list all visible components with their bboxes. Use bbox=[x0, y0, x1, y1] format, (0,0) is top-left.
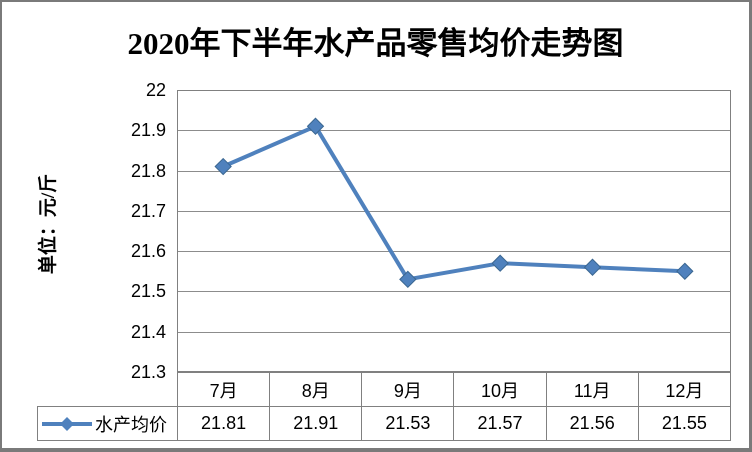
y-axis-tick-label: 22 bbox=[145, 80, 166, 100]
table-header-row: 7月 8月 9月 10月 11月 12月 bbox=[38, 372, 732, 407]
month-header-cell: 9月 bbox=[361, 372, 455, 407]
month-header-cell: 10月 bbox=[453, 372, 547, 407]
y-axis-tick-label: 21.9 bbox=[130, 120, 166, 141]
y-axis-tick-label: 21.3 bbox=[130, 362, 166, 382]
data-point-marker bbox=[306, 117, 325, 135]
value-cell: 21.56 bbox=[545, 406, 639, 441]
line-marker-legend-icon bbox=[41, 416, 93, 432]
table-corner-spacer bbox=[38, 373, 178, 407]
value-cell: 21.53 bbox=[361, 406, 455, 441]
y-axis-tick-label: 21.5 bbox=[130, 281, 166, 302]
month-header-cell: 7月 bbox=[176, 372, 271, 407]
month-header-cell: 11月 bbox=[545, 372, 639, 407]
value-cell: 21.55 bbox=[637, 406, 732, 441]
value-cell: 21.81 bbox=[176, 406, 271, 441]
legend-series-label: 水产均价 bbox=[95, 414, 167, 435]
chart-title: 2020年下半年水产品零售均价走势图 bbox=[127, 26, 624, 61]
y-axis-tick-label: 21.8 bbox=[130, 160, 166, 181]
data-point-marker bbox=[399, 270, 417, 289]
plot-area bbox=[177, 90, 731, 372]
month-header-cell: 8月 bbox=[269, 372, 363, 407]
data-line bbox=[221, 124, 687, 282]
plot-border bbox=[177, 90, 731, 372]
month-header-cell: 12月 bbox=[637, 372, 732, 407]
value-cell: 21.57 bbox=[453, 406, 547, 441]
data-table: 7月 8月 9月 10月 11月 12月 水产均价 21.81 21.91 21.53 21.5… bbox=[37, 372, 732, 441]
data-point-marker bbox=[676, 262, 694, 280]
value-cell: 21.91 bbox=[269, 406, 363, 441]
y-axis-tick-label: 21.7 bbox=[130, 200, 166, 221]
y-axis-tick-label: 21.6 bbox=[130, 241, 166, 262]
legend-cell: 水产均价 bbox=[37, 406, 178, 441]
data-point-marker bbox=[583, 258, 602, 276]
y-axis-tick-label: 21.4 bbox=[130, 321, 166, 342]
data-point-marker bbox=[214, 157, 232, 176]
data-point-marker bbox=[491, 254, 509, 272]
table-value-row: 水产均价 21.81 21.91 21.53 21.57 21.56 21.55 bbox=[37, 406, 732, 441]
